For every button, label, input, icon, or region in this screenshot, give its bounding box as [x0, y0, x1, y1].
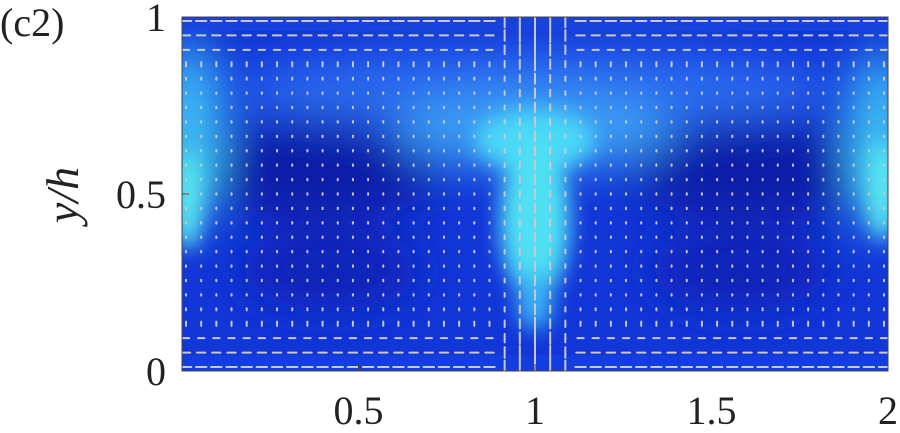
x-tick-label: 0.5: [334, 388, 384, 433]
axes: 0.5 1 1.5 2 0 0.5 1: [116, 0, 898, 433]
y-tick-label: 0: [146, 349, 166, 394]
x-tick-label: 2: [878, 388, 898, 433]
panel-label: (c2): [0, 0, 64, 45]
y-tick-label: 1: [146, 0, 166, 40]
y-tick-label: 0.5: [116, 172, 166, 217]
contour-field: [182, 17, 888, 371]
quiver-arrows: [182, 17, 888, 371]
x-tick-label: 1: [525, 388, 545, 433]
y-axis-label: y/h: [37, 167, 88, 227]
x-tick-label: 1.5: [687, 388, 737, 433]
